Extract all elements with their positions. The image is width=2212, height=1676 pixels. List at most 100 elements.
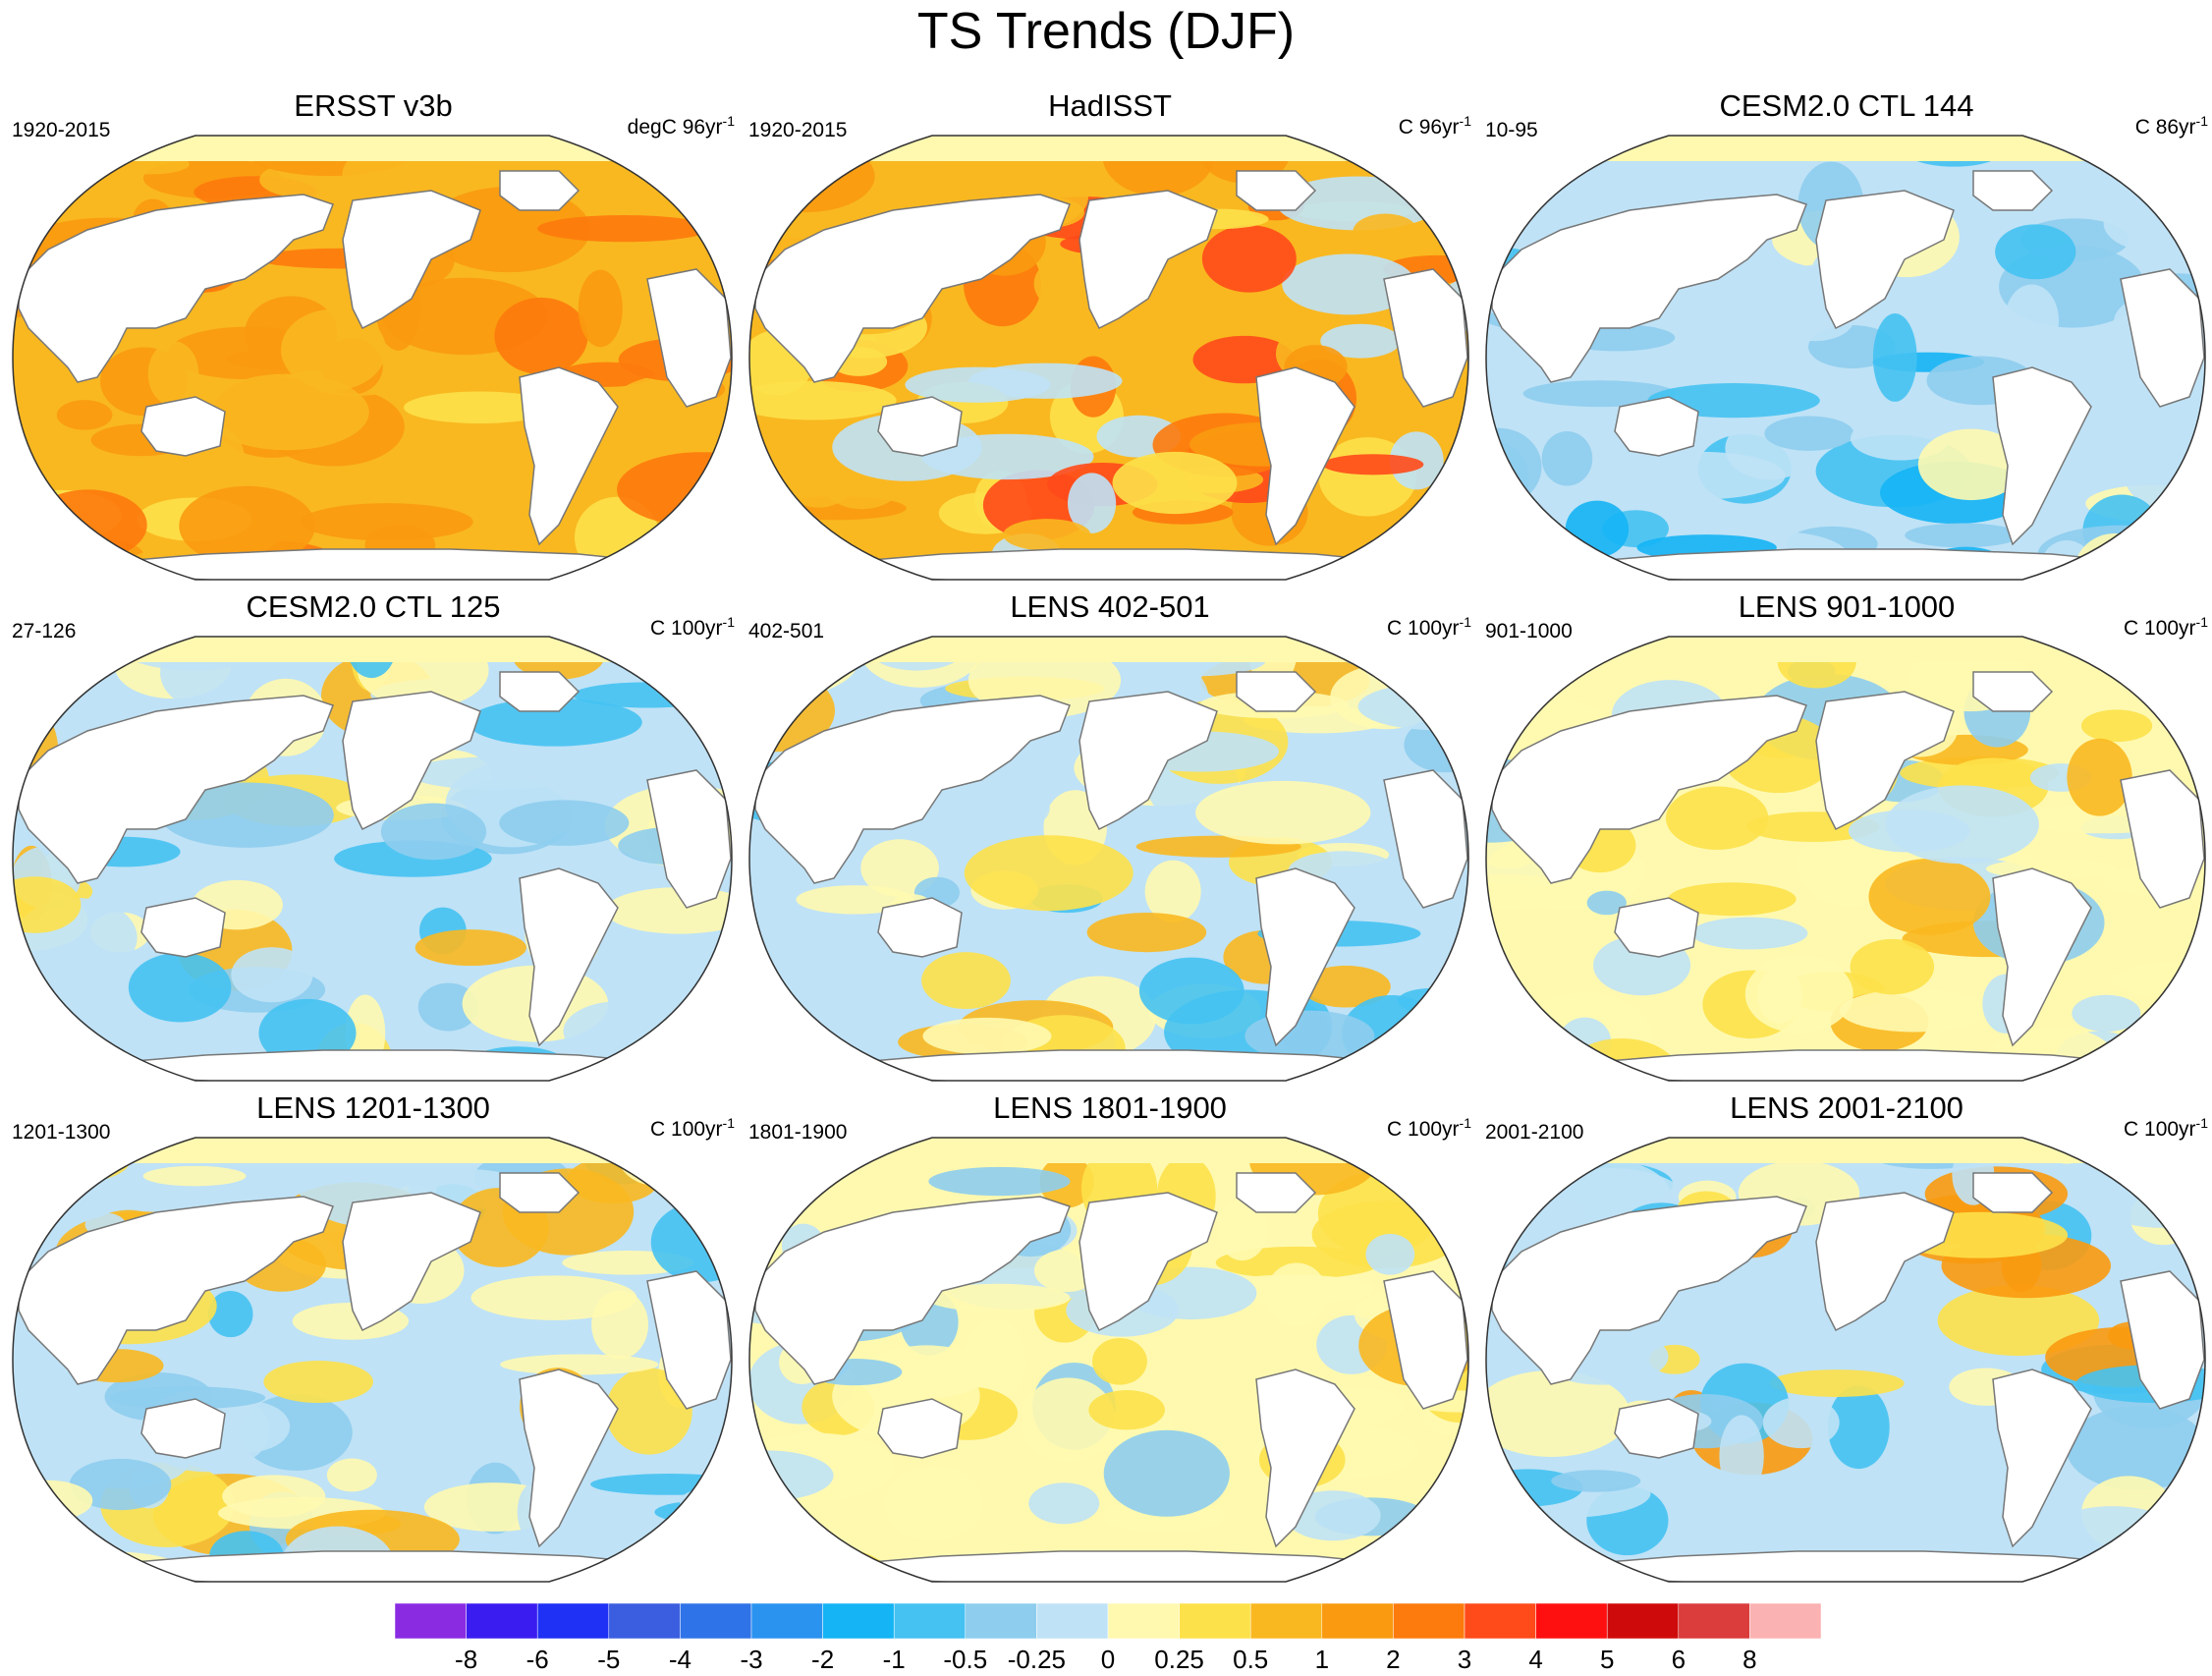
trend-patch [1320,323,1401,359]
trend-patch [1021,1377,1116,1463]
map-frame [748,1137,1469,1583]
panel-units: degC 96yr-1 [627,113,735,139]
trend-patch [2067,738,2132,816]
map-panel: LENS 402-501 402-501 C 100yr-1 [741,589,1479,1090]
land-mass [1614,1398,1699,1459]
trend-patch [787,1138,850,1172]
robinson-map [12,135,733,581]
map-panel: LENS 2001-2100 2001-2100 C 100yr-1 [1477,1090,2212,1592]
panel-title: LENS 402-501 [1010,589,1210,624]
trend-patch [1322,454,1424,475]
trend-patch [921,952,1011,1010]
trend-patch [563,1000,678,1062]
colorbar-tick-label: -5 [597,1645,621,1674]
land-mass [342,1192,481,1332]
land-mass [18,1196,334,1385]
trend-patch [204,373,369,451]
map-panel: LENS 901-1000 901-1000 C 100yr-1 [1477,589,2212,1090]
trend-patch [13,166,84,200]
land-mass [1236,671,1317,712]
land-mass [1078,190,1218,330]
trend-patch [142,1165,247,1187]
trend-patch [258,863,429,924]
trend-patch [494,297,588,375]
land-mass [18,695,334,884]
trend-patch [1486,152,1581,191]
trend-patch [1413,1055,1468,1081]
trend-patch [1486,1370,1631,1458]
land-mass [18,194,334,383]
trend-patch [281,308,386,391]
trend-patch [2159,136,2205,178]
colorbar-box [822,1603,895,1640]
trend-patch [468,698,642,747]
trend-patch [403,391,556,424]
land-mass [1992,1369,2092,1548]
robinson-map [748,636,1469,1082]
map-panel: HadISST 1920-2015 C 96yr-1 [741,88,1479,589]
trend-patch [964,835,1134,912]
colorbar-tick-label: 8 [1742,1645,1757,1674]
map-frame [1485,135,2206,581]
trend-patch [1917,428,2024,501]
trend-patch [499,800,630,846]
trend-patch [1201,225,1297,293]
trend-patch [654,1138,732,1192]
panel-title: LENS 2001-2100 [1730,1090,1963,1125]
trend-patch [1003,519,1091,551]
colorbar-tick-label: 0.25 [1154,1645,1204,1674]
colorbar-box [893,1603,967,1640]
trend-patch [2066,1406,2205,1491]
trend-patch [2178,1138,2205,1176]
panel-title: LENS 1201-1300 [256,1090,490,1125]
trend-patch [996,788,1050,828]
trend-patch [1300,965,1391,1008]
trend-patch [922,1017,1052,1055]
trend-patch [2103,195,2202,251]
land-mass [1383,1270,1468,1410]
trend-patch [109,1386,266,1410]
robinson-map [12,636,733,1082]
panel-units: C 100yr-1 [650,614,735,640]
trend-patch [1088,1390,1165,1430]
colorbar-tick-label: -0.25 [1007,1645,1067,1674]
colorbar [395,1603,1821,1640]
trend-patch [222,1475,326,1518]
trend-patch [749,1561,887,1582]
colorbar-box [1464,1603,1536,1640]
trend-patch [2004,284,2060,358]
land-mass [2120,1270,2205,1410]
trend-patch [604,887,732,934]
trend-patch [1935,312,2002,344]
colorbar-box [1107,1603,1180,1640]
colorbar-tick-label: 4 [1528,1645,1543,1674]
land-mass [877,396,963,457]
panel-period: 402-501 [748,620,825,642]
colorbar-box [466,1603,538,1640]
trend-patch [231,947,313,1003]
trend-patch [207,1290,253,1338]
map-frame [748,135,1469,581]
trend-patch [29,489,147,561]
land-mass [1614,897,1699,958]
land-mass [499,671,581,712]
trend-patch [1995,224,2076,280]
map-frame [748,636,1469,1082]
panel-title: ERSST v3b [294,88,453,123]
land-mass [1383,268,1468,408]
trend-patch [1420,1027,1468,1065]
trend-patch [2101,136,2145,164]
trend-patch [380,803,487,861]
trend-patch [1138,957,1244,1025]
trend-patch [1103,1429,1230,1517]
land-mass [499,170,581,211]
land-mass [1614,396,1699,457]
colorbar-box [608,1603,681,1640]
panel-period: 1920-2015 [12,119,111,141]
land-mass [1236,170,1317,211]
trend-patch [925,1283,1071,1313]
trend-patch [1719,1415,1764,1497]
panel-period: 27-126 [12,620,77,642]
trend-patch [1690,917,1808,950]
colorbar-box [1393,1603,1465,1640]
